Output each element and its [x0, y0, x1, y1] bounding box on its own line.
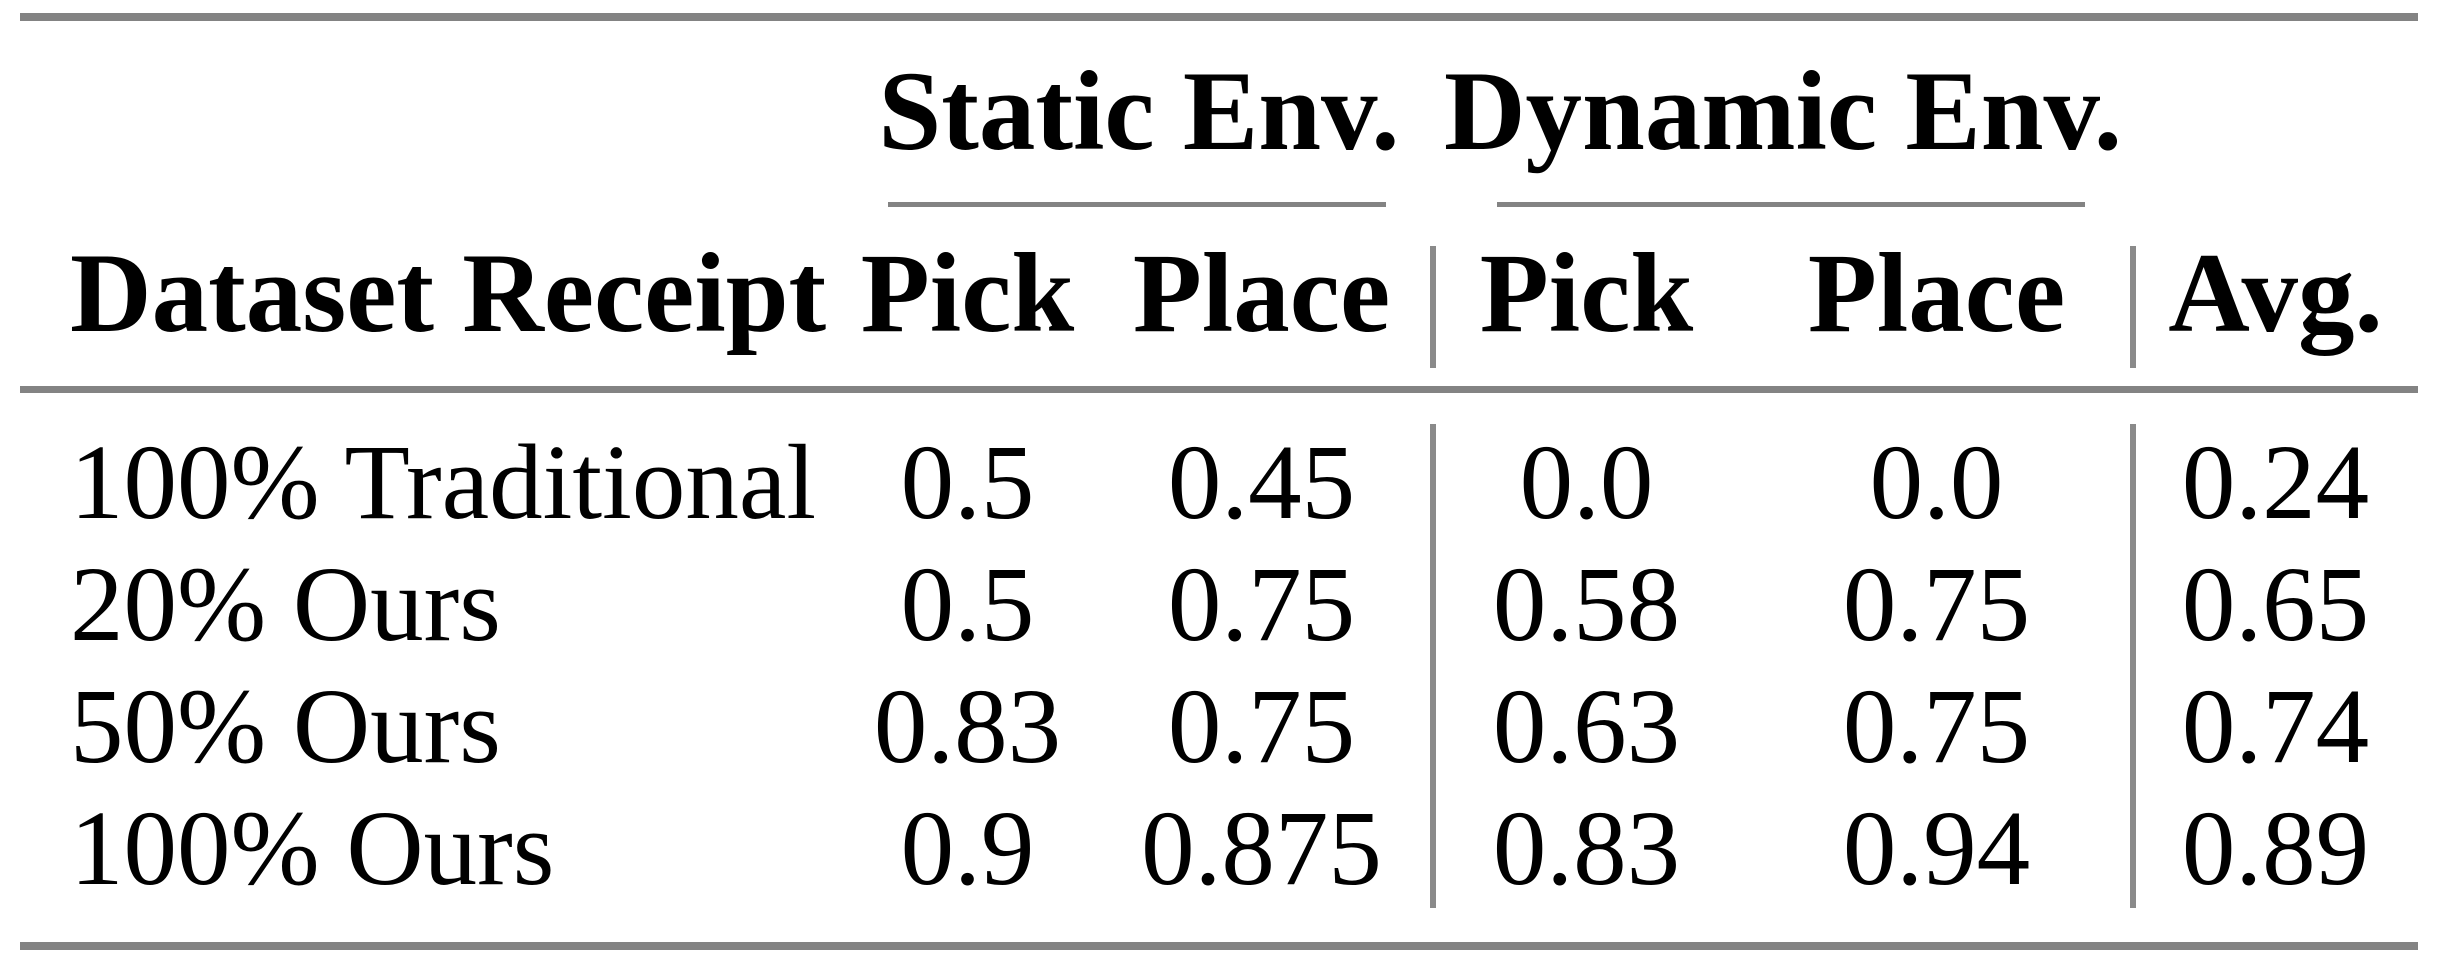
- value-static-place: 0.75: [1167, 667, 1356, 786]
- value-dynamic-place: 0.0: [1869, 423, 2004, 542]
- value-avg: 0.89: [2181, 789, 2370, 908]
- table-row: 100% Traditional 0.5 0.45 0.0 0.0 0.24: [20, 422, 2418, 544]
- group-header-spacer: [2133, 21, 2418, 202]
- table-row: 50% Ours 0.83 0.75 0.63 0.75 0.74: [20, 666, 2418, 788]
- value-static-pick: 0.9: [900, 789, 1035, 908]
- group-header-static-env: Static Env.: [878, 48, 1400, 174]
- group-header-row: Static Env. Dynamic Env.: [20, 21, 2418, 202]
- static-env-cmidrule: [888, 202, 1386, 207]
- group-header-spacer: [20, 21, 845, 202]
- value-avg: 0.24: [2181, 423, 2370, 542]
- row-label: 100% Ours: [70, 789, 555, 908]
- value-avg: 0.65: [2181, 545, 2370, 664]
- column-header-static-pick: Pick: [860, 231, 1075, 356]
- value-avg: 0.74: [2181, 667, 2370, 786]
- value-static-place: 0.45: [1167, 423, 1356, 542]
- table-bottom-rule: [20, 942, 2418, 950]
- column-header-static-place: Place: [1132, 231, 1391, 356]
- value-static-pick: 0.5: [900, 423, 1035, 542]
- table-top-rule: [20, 13, 2418, 21]
- vertical-separator-static-dynamic-header: [1430, 246, 1436, 368]
- column-header-avg: Avg.: [2168, 231, 2383, 356]
- value-static-place: 0.75: [1167, 545, 1356, 664]
- value-dynamic-pick: 0.58: [1492, 545, 1681, 664]
- table-mid-rule: [20, 386, 2418, 393]
- value-static-pick: 0.5: [900, 545, 1035, 664]
- column-header-row: Dataset Receipt Pick Place Pick Place Av…: [20, 202, 2418, 386]
- value-dynamic-pick: 0.0: [1519, 423, 1654, 542]
- group-header-dynamic-env: Dynamic Env.: [1443, 48, 2123, 174]
- value-dynamic-pick: 0.63: [1492, 667, 1681, 786]
- value-static-pick: 0.83: [873, 667, 1062, 786]
- row-label: 20% Ours: [70, 545, 501, 664]
- value-dynamic-place: 0.75: [1842, 667, 2031, 786]
- table-row: 20% Ours 0.5 0.75 0.58 0.75 0.65: [20, 544, 2418, 666]
- vertical-separator-avg-body: [2130, 424, 2136, 908]
- value-static-place: 0.875: [1141, 789, 1382, 908]
- value-dynamic-place: 0.94: [1842, 789, 2031, 908]
- vertical-separator-avg-header: [2130, 246, 2136, 368]
- value-dynamic-place: 0.75: [1842, 545, 2031, 664]
- value-dynamic-pick: 0.83: [1492, 789, 1681, 908]
- dynamic-env-cmidrule: [1497, 202, 2085, 207]
- vertical-separator-static-dynamic-body: [1430, 424, 1436, 908]
- row-label: 100% Traditional: [70, 423, 817, 542]
- column-header-dataset-receipt: Dataset Receipt: [70, 231, 827, 356]
- table-row: 100% Ours 0.9 0.875 0.83 0.94 0.89: [20, 788, 2418, 910]
- row-label: 50% Ours: [70, 667, 501, 786]
- column-header-dynamic-pick: Pick: [1479, 231, 1694, 356]
- column-header-dynamic-place: Place: [1807, 231, 2066, 356]
